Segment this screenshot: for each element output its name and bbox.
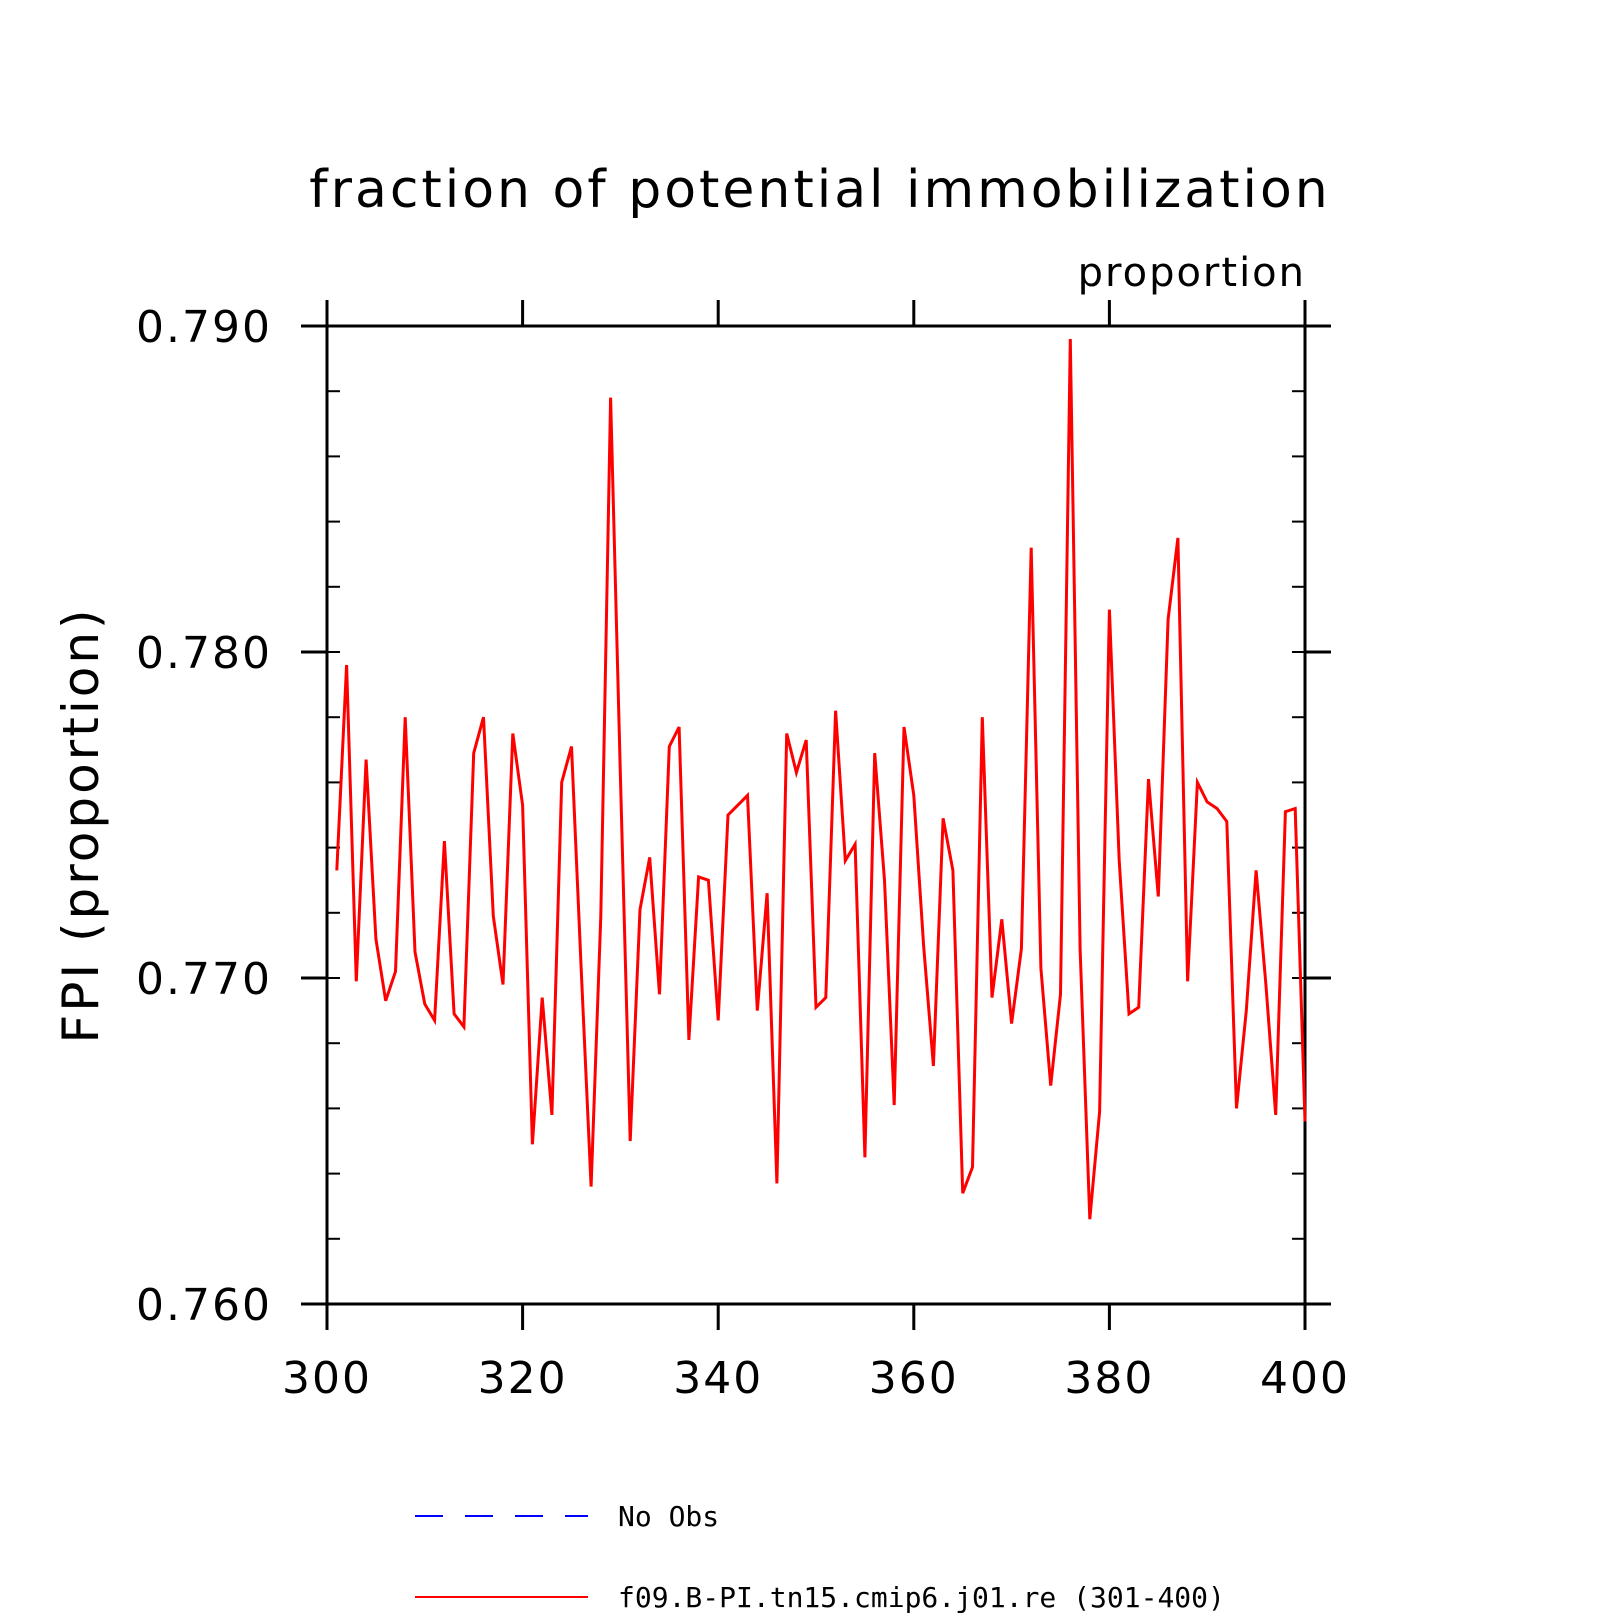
- plot-border: [325, 324, 1307, 1306]
- x-tick-label: 380: [1064, 1353, 1154, 1404]
- x-tick-label: 300: [282, 1353, 372, 1404]
- y-tick-label: 0.790: [136, 302, 272, 353]
- units-label: proportion: [1078, 250, 1306, 296]
- series-line: [335, 338, 1307, 1220]
- x-tick-label: 340: [673, 1353, 763, 1404]
- x-tick-label: 400: [1260, 1353, 1350, 1404]
- y-axis-label: FPI (proportion): [52, 606, 110, 1043]
- series-layer: [335, 338, 1307, 1220]
- y-tick-label: 0.760: [136, 1280, 272, 1331]
- x-axis-ticks: 300 320 340 360 380 400: [282, 300, 1350, 1404]
- chart-title: fraction of potential immobilization: [309, 160, 1330, 220]
- y-tick-label: 0.770: [136, 954, 272, 1005]
- y-tick-label: 0.780: [136, 628, 272, 679]
- y-axis-ticks: 0.760 0.770 0.780 0.790: [136, 302, 1331, 1331]
- legend-label: f09.B-PI.tn15.cmip6.j01.re (301-400): [618, 1581, 1225, 1614]
- legend-label: No Obs: [618, 1500, 719, 1533]
- plot-frame: [325, 324, 1307, 1306]
- x-tick-label: 320: [478, 1353, 568, 1404]
- x-tick-label: 360: [869, 1353, 959, 1404]
- legend: No Obs f09.B-PI.tn15.cmip6.j01.re (301-40…: [415, 1500, 1225, 1614]
